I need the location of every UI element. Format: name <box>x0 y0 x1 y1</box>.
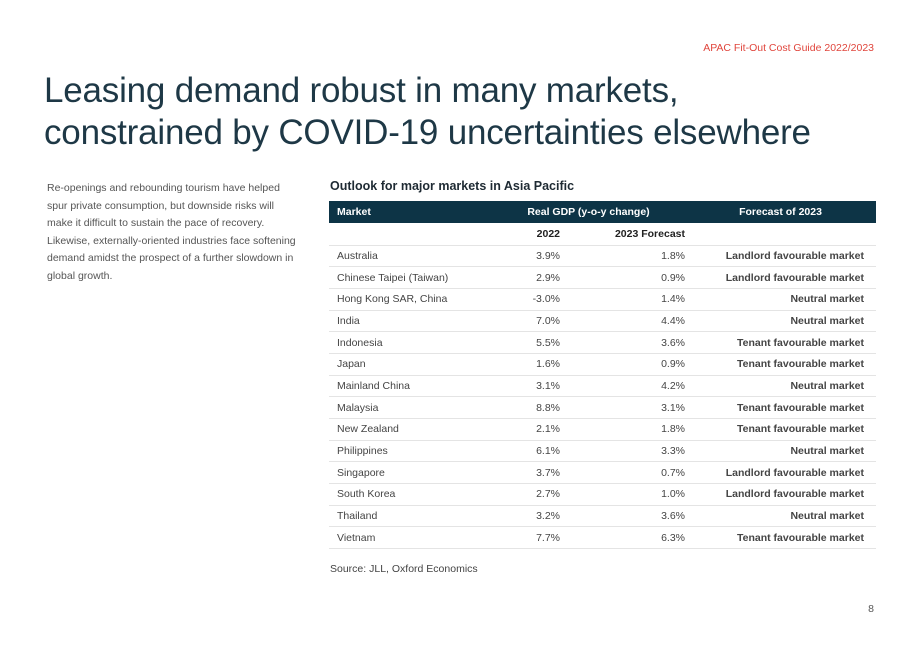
table-body: Australia 3.9% 1.8% Landlord favourable mar… <box>329 245 876 550</box>
gdp-2023-cell: 0.7% <box>560 461 685 485</box>
page-title: Leasing demand robust in many markets, c… <box>44 70 864 154</box>
market-cell: Indonesia <box>329 331 492 354</box>
forecast-cell: Neutral market <box>685 375 876 398</box>
gdp-2023-cell: 0.9% <box>560 266 685 289</box>
gdp-2022-cell: 2.7% <box>492 483 560 506</box>
forecast-cell: Tenant favourable market <box>685 526 876 550</box>
subheader-blank <box>329 223 492 246</box>
market-cell: Philippines <box>329 440 492 463</box>
subheader-2023-forecast: 2023 Forecast <box>560 223 685 246</box>
subheader-2022: 2022 <box>492 223 560 246</box>
market-cell: South Korea <box>329 483 492 506</box>
forecast-cell: Landlord favourable market <box>685 245 876 268</box>
market-cell: Chinese Taipei (Taiwan) <box>329 266 492 289</box>
gdp-2023-cell: 1.8% <box>560 418 685 441</box>
table-row: Mainland China 3.1% 4.2% Neutral market <box>329 375 876 398</box>
page-number: 8 <box>868 603 874 615</box>
forecast-cell: Neutral market <box>685 505 876 528</box>
gdp-2022-cell: 1.6% <box>492 353 560 376</box>
gdp-2023-cell: 0.9% <box>560 353 685 376</box>
market-cell: New Zealand <box>329 418 492 441</box>
subheader-blank-2 <box>685 223 876 246</box>
gdp-2022-cell: 3.7% <box>492 461 560 485</box>
table-row: Vietnam 7.7% 6.3% Tenant favourable market <box>329 526 876 550</box>
table-row: Malaysia 8.8% 3.1% Tenant favourable market <box>329 396 876 419</box>
gdp-2023-cell: 1.4% <box>560 288 685 311</box>
forecast-cell: Neutral market <box>685 310 876 333</box>
table-row: Thailand 3.2% 3.6% Neutral market <box>329 505 876 528</box>
header-market: Market <box>337 206 371 218</box>
gdp-2022-cell: 3.9% <box>492 245 560 268</box>
forecast-cell: Landlord favourable market <box>685 461 876 485</box>
forecast-cell: Tenant favourable market <box>685 353 876 376</box>
gdp-2022-cell: 2.9% <box>492 266 560 289</box>
table-row: Singapore 3.7% 0.7% Landlord favourable mar… <box>329 461 876 485</box>
gdp-2022-cell: -3.0% <box>492 288 560 311</box>
gdp-2022-cell: 6.1% <box>492 440 560 463</box>
table-title: Outlook for major markets in Asia Pacifi… <box>330 179 575 193</box>
table-row: Chinese Taipei (Taiwan) 2.9% 0.9% Landlord … <box>329 266 876 289</box>
gdp-2022-cell: 5.5% <box>492 331 560 354</box>
gdp-2022-cell: 7.7% <box>492 526 560 550</box>
market-cell: India <box>329 310 492 333</box>
forecast-cell: Tenant favourable market <box>685 331 876 354</box>
gdp-2023-cell: 1.8% <box>560 245 685 268</box>
market-cell: Australia <box>329 245 492 268</box>
gdp-2023-cell: 4.4% <box>560 310 685 333</box>
gdp-2022-cell: 3.2% <box>492 505 560 528</box>
guide-title: APAC Fit-Out Cost Guide 2022/2023 <box>703 42 874 54</box>
forecast-cell: Landlord favourable market <box>685 266 876 289</box>
gdp-2022-cell: 3.1% <box>492 375 560 398</box>
gdp-2023-cell: 4.2% <box>560 375 685 398</box>
table-row: South Korea 2.7% 1.0% Landlord favourable m… <box>329 483 876 506</box>
forecast-cell: Neutral market <box>685 440 876 463</box>
market-cell: Hong Kong SAR, China <box>329 288 492 311</box>
table-row: Indonesia 5.5% 3.6% Tenant favourable marke… <box>329 331 876 354</box>
market-cell: Mainland China <box>329 375 492 398</box>
market-cell: Malaysia <box>329 396 492 419</box>
gdp-2022-cell: 2.1% <box>492 418 560 441</box>
market-cell: Japan <box>329 353 492 376</box>
page-title-line-2: constrained by COVID-19 uncertainties el… <box>44 113 811 152</box>
table-row: New Zealand 2.1% 1.8% Tenant favourable mar… <box>329 418 876 441</box>
intro-paragraph: Re-openings and rebounding tourism have … <box>47 182 296 282</box>
gdp-2023-cell: 3.1% <box>560 396 685 419</box>
gdp-2023-cell: 3.6% <box>560 505 685 528</box>
header-forecast: Forecast of 2023 <box>739 206 822 218</box>
table-row: Australia 3.9% 1.8% Landlord favourable mar… <box>329 245 876 268</box>
table-row: India 7.0% 4.4% Neutral market <box>329 310 876 333</box>
gdp-2023-cell: 1.0% <box>560 483 685 506</box>
page-title-line-1: Leasing demand robust in many markets, <box>44 71 679 110</box>
gdp-2023-cell: 6.3% <box>560 526 685 550</box>
market-cell: Vietnam <box>329 526 492 550</box>
table-row: Japan 1.6% 0.9% Tenant favourable market <box>329 353 876 376</box>
source-note: Source: JLL, Oxford Economics <box>330 563 478 575</box>
market-cell: Singapore <box>329 461 492 485</box>
forecast-cell: Landlord favourable market <box>685 483 876 506</box>
market-cell: Thailand <box>329 505 492 528</box>
gdp-2023-cell: 3.6% <box>560 331 685 354</box>
forecast-cell: Tenant favourable market <box>685 418 876 441</box>
forecast-cell: Tenant favourable market <box>685 396 876 419</box>
table-row: Philippines 6.1% 3.3% Neutral market <box>329 440 876 463</box>
gdp-2022-cell: 7.0% <box>492 310 560 333</box>
market-outlook-table: Market Real GDP (y-o-y change) Forecast … <box>329 201 876 550</box>
table-subheader-row: 2022 2023 Forecast <box>329 223 876 246</box>
header-real-gdp: Real GDP (y-o-y change) <box>527 206 650 218</box>
gdp-2023-cell: 3.3% <box>560 440 685 463</box>
gdp-2022-cell: 8.8% <box>492 396 560 419</box>
table-row: Hong Kong SAR, China -3.0% 1.4% Neutral mar… <box>329 288 876 311</box>
forecast-cell: Neutral market <box>685 288 876 311</box>
table-header-row: Market Real GDP (y-o-y change) Forecast … <box>329 201 876 223</box>
